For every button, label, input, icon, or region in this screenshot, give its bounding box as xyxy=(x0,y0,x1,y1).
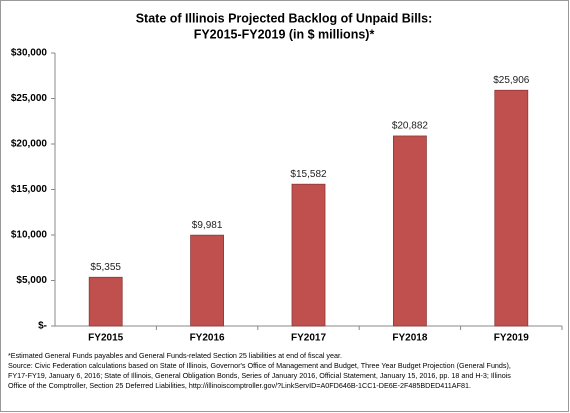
y-tick-label: $20,000 xyxy=(11,139,48,150)
chart-title: State of Illinois Projected Backlog of U… xyxy=(136,11,433,25)
y-tick-label: $5,000 xyxy=(16,275,47,286)
x-tick-label: FY2018 xyxy=(392,333,427,344)
value-label: $20,882 xyxy=(392,121,429,132)
value-label: $9,981 xyxy=(192,220,223,231)
chart-title: FY2015-FY2019 (in $ millions)* xyxy=(194,27,375,41)
y-tick-label: $25,000 xyxy=(11,93,48,104)
x-tick-label: FY2017 xyxy=(291,333,326,344)
footnote: *Estimated General Funds payables and Ge… xyxy=(8,351,342,360)
bar xyxy=(88,276,123,327)
bar xyxy=(291,183,326,327)
bar xyxy=(494,89,529,327)
x-tick-label: FY2016 xyxy=(190,333,225,344)
footnote: Source: Civic Federation calculations ba… xyxy=(8,361,511,370)
bar xyxy=(190,234,225,327)
y-tick-label: $10,000 xyxy=(11,230,48,241)
y-tick-label: $15,000 xyxy=(11,184,48,195)
footnote: FY17-FY19, January 6, 2016; State of Ill… xyxy=(8,371,511,380)
value-label: $15,582 xyxy=(290,169,327,180)
value-label: $5,355 xyxy=(90,262,121,273)
x-tick-label: FY2019 xyxy=(494,333,529,344)
bar xyxy=(392,135,427,327)
footnote: Office of the Comptroller, Section 25 De… xyxy=(8,381,471,390)
y-tick-label: $- xyxy=(38,321,47,332)
x-tick-label: FY2015 xyxy=(88,333,123,344)
value-label: $25,906 xyxy=(493,75,530,86)
y-tick-label: $30,000 xyxy=(11,48,48,59)
